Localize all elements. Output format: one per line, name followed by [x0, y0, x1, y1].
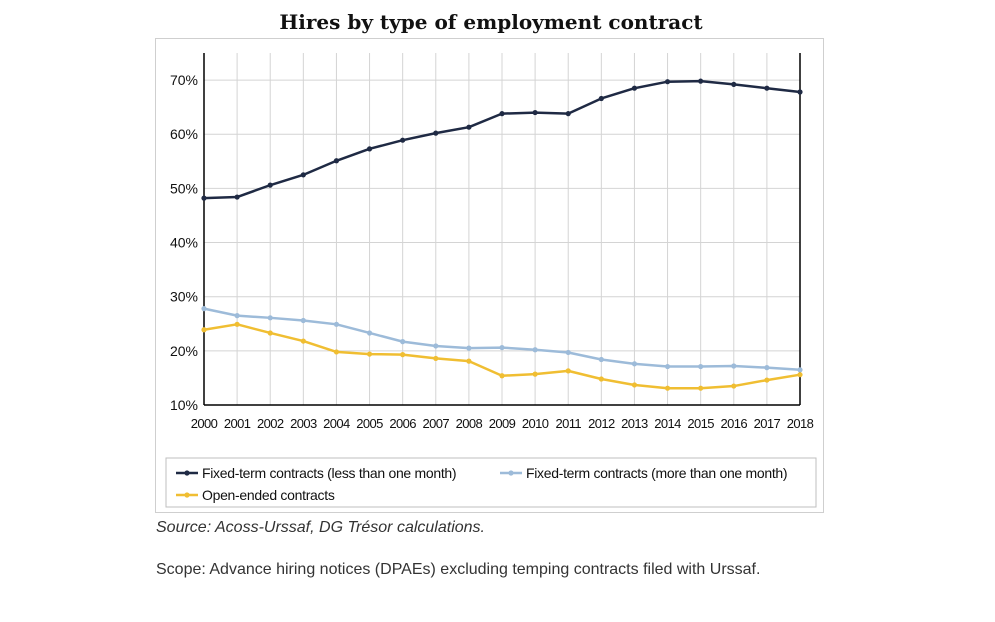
data-point: [698, 78, 704, 84]
data-point: [764, 377, 770, 383]
data-point: [466, 124, 472, 130]
data-point: [631, 361, 638, 367]
y-tick-label: 30%: [170, 289, 198, 305]
line-chart: 10% 20% 30% 40% 50% 60% 70% 2000 2001 2002 2003 200…: [165, 53, 817, 508]
data-point: [499, 344, 505, 351]
data-point: [400, 352, 406, 358]
data-point: [499, 373, 505, 379]
data-point: [631, 382, 638, 388]
x-tick-label: 2007: [423, 416, 450, 431]
data-point: [433, 130, 439, 136]
grid: [203, 53, 801, 406]
x-tick-label: 2017: [754, 416, 781, 431]
legend: Fixed-term contracts (less than one mont…: [165, 457, 817, 508]
data-point: [764, 85, 770, 91]
legend-swatch-marker: [184, 470, 190, 476]
y-tick-label: 40%: [170, 235, 198, 251]
legend-swatch-marker: [508, 470, 514, 476]
data-point: [300, 172, 306, 178]
data-point: [499, 111, 505, 117]
data-point: [433, 355, 439, 362]
x-tick-label: 2012: [588, 416, 615, 431]
data-point: [433, 343, 439, 349]
legend-label: Fixed-term contracts (less than one mont…: [202, 465, 456, 481]
y-tick-label: 20%: [170, 343, 198, 359]
x-tick-label: 2008: [456, 416, 483, 431]
data-point: [466, 358, 472, 364]
data-point: [333, 349, 340, 355]
data-point: [797, 367, 803, 373]
axes: 10% 20% 30% 40% 50% 60% 70% 2000 2001 2002 2003 200…: [170, 53, 814, 431]
legend-label: Open-ended contracts: [202, 487, 335, 503]
data-point: [532, 371, 538, 377]
data-point: [267, 315, 273, 321]
data-point: [565, 111, 571, 117]
x-tick-label: 2010: [522, 416, 549, 431]
data-point: [400, 339, 406, 345]
data-point: [234, 321, 240, 327]
data-point: [366, 146, 373, 152]
x-tick-label: 2016: [721, 416, 748, 431]
data-point: [366, 351, 373, 357]
data-point: [267, 182, 273, 188]
x-tick-label: 2013: [621, 416, 648, 431]
x-tick-label: 2003: [290, 416, 317, 431]
data-point: [201, 327, 207, 333]
scope-note: Scope: Advance hiring notices (DPAEs) ex…: [156, 561, 761, 578]
y-tick-label: 60%: [170, 126, 198, 142]
x-tick-label: 2014: [654, 416, 681, 431]
legend-swatch-marker: [184, 492, 190, 498]
data-point: [267, 330, 273, 336]
data-point: [366, 330, 373, 336]
data-point: [664, 79, 671, 85]
x-tick-label: 2009: [489, 416, 516, 431]
data-point: [764, 365, 770, 371]
data-point: [400, 137, 406, 143]
y-tick-label: 10%: [170, 397, 198, 413]
data-point: [797, 372, 803, 378]
x-tick-label: 2002: [257, 416, 284, 431]
data-point: [300, 317, 306, 324]
x-tick-label: 2011: [555, 416, 581, 431]
data-point: [532, 109, 538, 116]
chart-frame: [155, 38, 824, 513]
data-point: [598, 376, 604, 382]
data-point: [698, 385, 704, 391]
x-tick-label: 2015: [687, 416, 714, 431]
data-point: [797, 89, 803, 95]
data-point: [698, 363, 704, 370]
data-point: [731, 363, 737, 369]
x-tick-label: 2006: [389, 416, 416, 431]
data-point: [565, 368, 571, 374]
data-point: [234, 194, 240, 200]
x-tick-label: 2001: [224, 416, 251, 431]
data-point: [201, 195, 207, 201]
data-point: [300, 338, 306, 344]
data-point: [333, 321, 340, 327]
y-tick-label: 70%: [170, 72, 198, 88]
x-tick-label: 2018: [787, 416, 814, 431]
data-point: [598, 356, 604, 363]
data-point: [201, 306, 207, 312]
data-point: [664, 385, 671, 391]
data-point: [565, 349, 571, 356]
source-note: Source: Acoss-Urssaf, DG Trésor calculat…: [156, 519, 485, 536]
data-point: [333, 158, 340, 164]
data-point: [664, 363, 671, 370]
data-point: [598, 95, 604, 102]
x-tick-label: 2004: [323, 416, 350, 431]
data-point: [731, 81, 737, 88]
x-tick-label: 2005: [356, 416, 383, 431]
chart-title: Hires by type of employment contract: [279, 10, 703, 34]
data-point: [631, 85, 638, 91]
data-point: [731, 383, 737, 389]
data-point: [234, 313, 240, 319]
x-tick-label: 2000: [191, 416, 218, 431]
legend-label: Fixed-term contracts (more than one mont…: [526, 465, 787, 481]
data-point: [466, 345, 472, 351]
data-point: [532, 347, 538, 353]
y-tick-label: 50%: [170, 180, 198, 196]
series-lines: [201, 78, 803, 391]
legend-box: [165, 457, 817, 508]
